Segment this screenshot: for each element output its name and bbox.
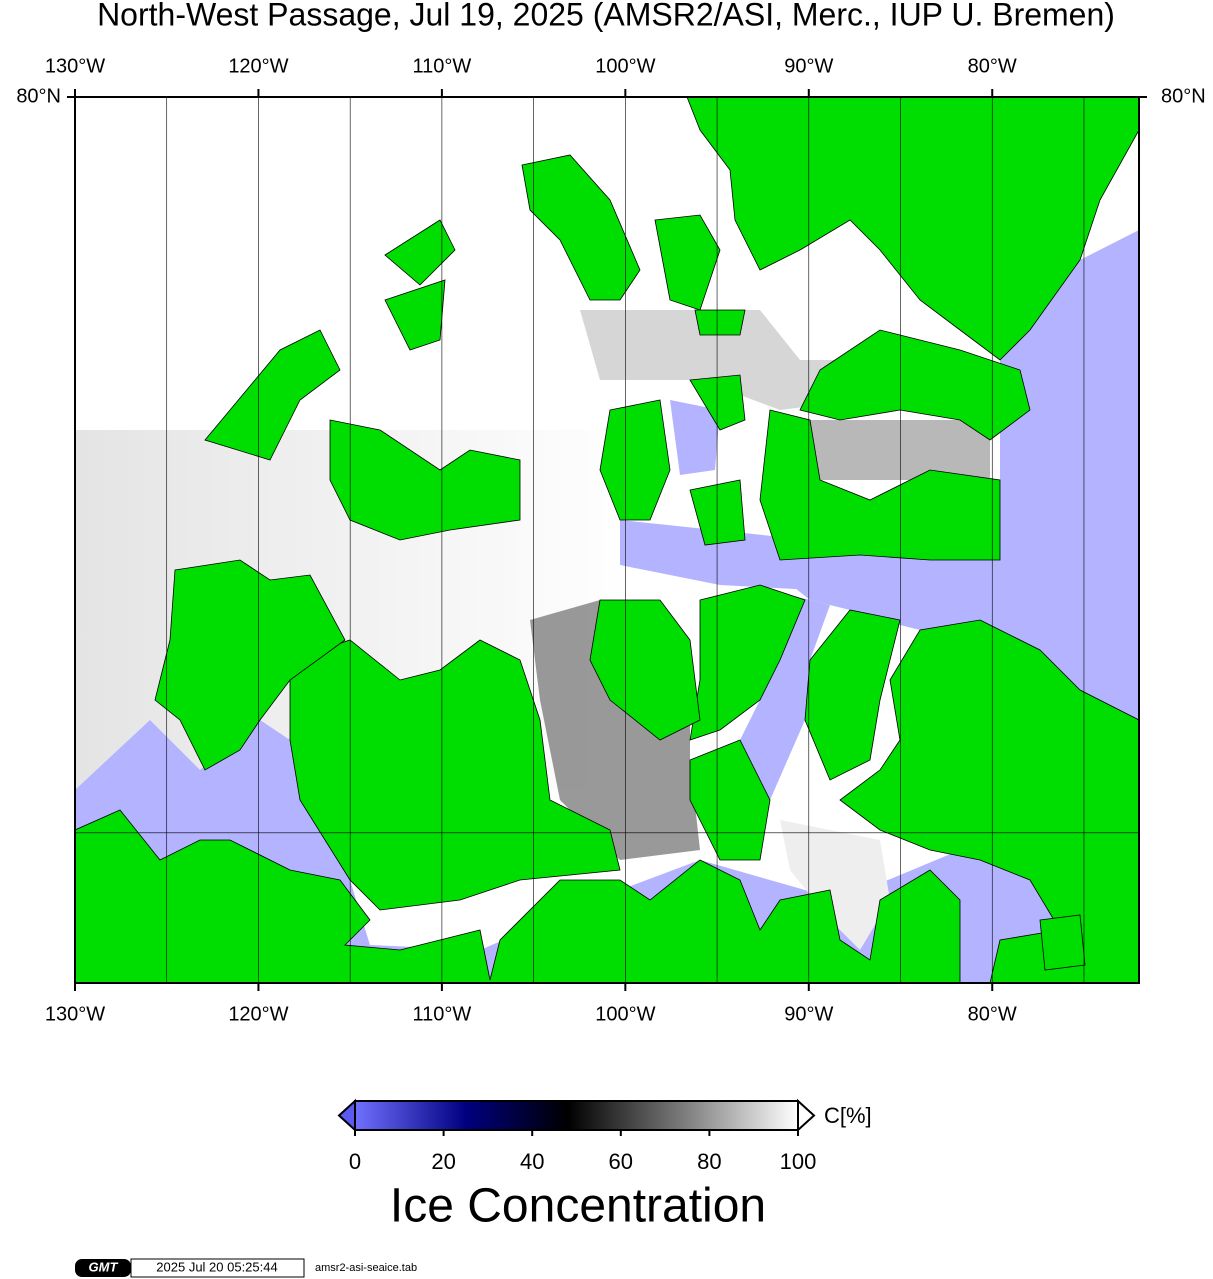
map-axes: 130°W 130°W 120°W 120°W 110°W 110°W 100°W 100°W… (16, 55, 1205, 1025)
colorbar-tick-label: 80 (697, 1149, 721, 1174)
land (1039, 914, 1086, 971)
lon-label-bottom: 100°W (595, 1003, 655, 1025)
land (154, 559, 346, 771)
map (75, 97, 1139, 983)
water (760, 230, 1139, 740)
lon-label-bottom: 110°W (413, 1003, 472, 1025)
colorbar-tick-label: 40 (520, 1149, 544, 1174)
land (589, 599, 701, 741)
lon-label-top: 90°W (784, 55, 833, 77)
land (204, 329, 341, 461)
colorbar-tick-label: 100 (780, 1149, 817, 1174)
land (694, 309, 746, 336)
colorbar-tick-label: 60 (609, 1149, 633, 1174)
colorbar: C[%] Ice Concentration 0 20 40 60 80 100 (337, 1098, 872, 1233)
land (521, 154, 641, 301)
colorbar-tick-label: 0 (349, 1149, 361, 1174)
logo-box (75, 1259, 131, 1277)
lon-label-top: 130°W (45, 55, 105, 77)
land (75, 809, 961, 983)
colorbar-low-triangle (337, 1098, 356, 1133)
lon-label-top: 110°W (413, 55, 472, 77)
land (289, 639, 621, 911)
land (839, 619, 1139, 983)
ice-pack (580, 310, 860, 410)
land (799, 329, 1031, 441)
footer: GMT 2025 Jul 20 05:25:44 amsr2-asi-seaic… (75, 1258, 417, 1278)
land (689, 739, 771, 861)
colorbar-title: Ice Concentration (390, 1180, 766, 1233)
lon-label-top: 80°W (968, 55, 1017, 77)
colorbar-unit: C[%] (824, 1103, 872, 1128)
water (670, 400, 720, 475)
land (384, 279, 446, 351)
title: North-West Passage, Jul 19, 2025 (AMSR2/… (97, 0, 1115, 32)
lon-label-top: 100°W (595, 55, 655, 77)
ice-pack (800, 420, 990, 480)
land (804, 609, 901, 781)
graticule (75, 97, 1139, 983)
lon-label-bottom: 130°W (45, 1003, 105, 1025)
lat-label-right: 80°N (1161, 85, 1206, 107)
source: amsr2-asi-seaice.tab (315, 1262, 417, 1274)
lon-label-bottom: 120°W (228, 1003, 288, 1025)
ice-pack (780, 820, 890, 950)
colorbar-high-triangle (797, 1098, 816, 1133)
colorbar-scale (354, 1100, 799, 1131)
lon-label-bottom: 90°W (784, 1003, 833, 1025)
timestamp-box (130, 1258, 305, 1278)
land (654, 214, 721, 311)
land (689, 374, 746, 431)
map-frame (74, 96, 1140, 984)
lon-label-top: 120°W (228, 55, 288, 77)
land (686, 97, 1139, 361)
land (329, 419, 521, 541)
land (759, 409, 1001, 561)
land (384, 219, 456, 286)
colorbar-tick-label: 20 (431, 1149, 455, 1174)
land (689, 479, 746, 546)
logo: GMT (89, 1259, 119, 1274)
lat-label-left: 80°N (16, 85, 61, 107)
lon-label-bottom: 80°W (968, 1003, 1017, 1025)
timestamp: 2025 Jul 20 05:25:44 (156, 1259, 277, 1274)
water (740, 590, 830, 800)
land (599, 399, 671, 521)
